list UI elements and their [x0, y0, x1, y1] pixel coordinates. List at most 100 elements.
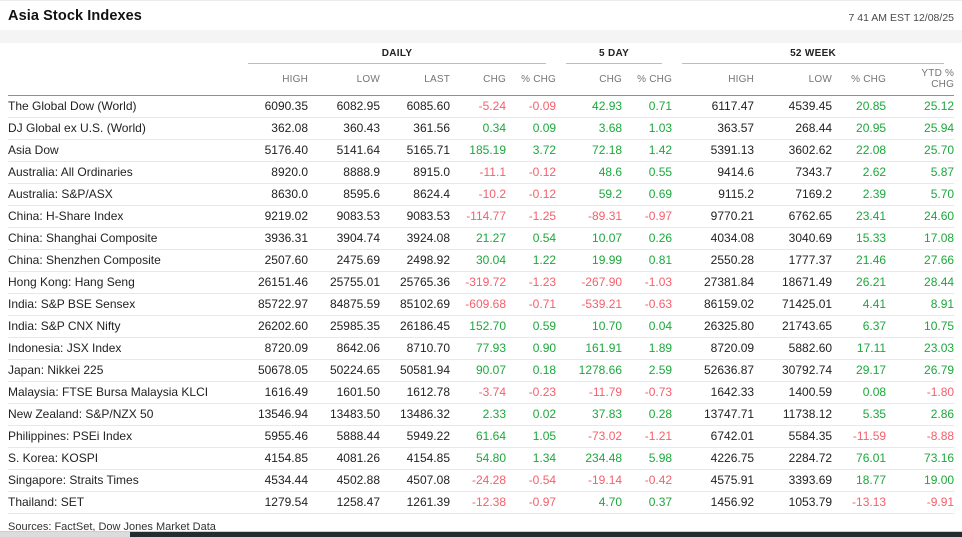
- cell-value: 21743.65: [754, 315, 833, 338]
- cell-value: 3602.62: [754, 139, 833, 162]
- cell-value: 8630.0: [238, 183, 308, 206]
- cell-value: 4081.26: [308, 447, 380, 470]
- cell-value: 8720.09: [238, 337, 308, 360]
- cell-value: 10.75: [886, 315, 955, 338]
- cell-value: 86159.02: [672, 293, 755, 316]
- cell-value: -539.21: [556, 293, 623, 316]
- cell-value: 4034.08: [672, 227, 755, 250]
- cell-value: -319.72: [450, 271, 506, 294]
- cell-value: 9770.21: [672, 205, 755, 228]
- cell-value: -10.2: [450, 183, 506, 206]
- group-spacer: [8, 45, 238, 64]
- cell-value: -0.12: [506, 161, 557, 184]
- cell-value: 1612.78: [380, 381, 450, 404]
- cell-value: 71425.01: [754, 293, 833, 316]
- cell-value: -267.90: [556, 271, 623, 294]
- cell-value: 6.37: [832, 315, 887, 338]
- cell-value: -0.71: [506, 293, 557, 316]
- cell-value: 8624.4: [380, 183, 450, 206]
- cell-value: 0.55: [622, 161, 673, 184]
- cell-value: 6762.65: [754, 205, 833, 228]
- cell-value: 2.59: [622, 359, 673, 382]
- cell-value: -0.73: [622, 381, 673, 404]
- table-row: Philippines: PSEi Index 5955.46 5888.44 594…: [8, 425, 955, 448]
- cell-value: 6742.01: [672, 425, 755, 448]
- cell-value: -0.97: [506, 491, 557, 514]
- cell-value: 9115.2: [672, 183, 755, 206]
- cell-value: -1.21: [622, 425, 673, 448]
- cell-value: 25.94: [886, 117, 955, 140]
- cell-value: -24.28: [450, 469, 506, 492]
- cell-value: 50224.65: [308, 359, 380, 382]
- cell-value: 3.68: [556, 117, 623, 140]
- cell-value: 2.86: [886, 403, 955, 426]
- column-header-daily-chg: CHG: [450, 64, 506, 96]
- cell-value: 23.03: [886, 337, 955, 360]
- cell-value: -0.63: [622, 293, 673, 316]
- table-row: S. Korea: KOSPI 4154.85 4081.26 4154.85 54.8…: [8, 447, 955, 470]
- cell-value: 90.07: [450, 359, 506, 382]
- cell-value: 2507.60: [238, 249, 308, 272]
- cell-value: 52636.87: [672, 359, 755, 382]
- index-name: Australia: S&P/ASX: [8, 183, 238, 206]
- cell-value: 8595.6: [308, 183, 380, 206]
- cell-value: 361.56: [380, 117, 450, 140]
- index-name: Malaysia: FTSE Bursa Malaysia KLCI: [8, 381, 238, 404]
- scrollbar-thumb[interactable]: [130, 532, 962, 537]
- cell-value: 27381.84: [672, 271, 755, 294]
- cell-value: 26.79: [886, 359, 955, 382]
- cell-value: 6117.47: [672, 95, 755, 118]
- cell-value: 1279.54: [238, 491, 308, 514]
- cell-value: 363.57: [672, 117, 755, 140]
- cell-value: 20.85: [832, 95, 887, 118]
- cell-value: 8920.0: [238, 161, 308, 184]
- cell-value: 20.95: [832, 117, 887, 140]
- cell-value: 21.46: [832, 249, 887, 272]
- cell-value: 1642.33: [672, 381, 755, 404]
- table-body: The Global Dow (World) 6090.35 6082.95 6085…: [8, 95, 955, 514]
- cell-value: 2.33: [450, 403, 506, 426]
- index-name: The Global Dow (World): [8, 95, 238, 118]
- cell-value: 0.34: [450, 117, 506, 140]
- cell-value: 0.54: [506, 227, 557, 250]
- horizontal-scrollbar[interactable]: [0, 531, 962, 537]
- cell-value: 8710.70: [380, 337, 450, 360]
- cell-value: 5165.71: [380, 139, 450, 162]
- cell-value: -0.42: [622, 469, 673, 492]
- cell-value: -609.68: [450, 293, 506, 316]
- index-name: Australia: All Ordinaries: [8, 161, 238, 184]
- cell-value: 84875.59: [308, 293, 380, 316]
- cell-value: 5141.64: [308, 139, 380, 162]
- cell-value: 19.99: [556, 249, 623, 272]
- header: Asia Stock Indexes 7 41 AM EST 12/08/25: [8, 1, 954, 30]
- cell-value: -0.54: [506, 469, 557, 492]
- cell-value: 6082.95: [308, 95, 380, 118]
- column-group-row: DAILY 5 DAY 52 WEEK: [8, 45, 954, 64]
- cell-value: -1.23: [506, 271, 557, 294]
- cell-value: 1258.47: [308, 491, 380, 514]
- table-row: China: H-Share Index 9219.02 9083.53 9083.5…: [8, 205, 955, 228]
- cell-value: 26325.80: [672, 315, 755, 338]
- cell-value: 3936.31: [238, 227, 308, 250]
- cell-value: 2498.92: [380, 249, 450, 272]
- cell-value: 28.44: [886, 271, 955, 294]
- cell-value: -13.13: [832, 491, 887, 514]
- cell-value: 1053.79: [754, 491, 833, 514]
- table-row: Hong Kong: Hang Seng 26151.46 25755.01 2576…: [8, 271, 955, 294]
- cell-value: 13486.32: [380, 403, 450, 426]
- cell-value: 4502.88: [308, 469, 380, 492]
- cell-value: 1.34: [506, 447, 557, 470]
- cell-value: 24.60: [886, 205, 955, 228]
- cell-value: -19.14: [556, 469, 623, 492]
- cell-value: 0.69: [622, 183, 673, 206]
- cell-value: 8.91: [886, 293, 955, 316]
- cell-value: 7169.2: [754, 183, 833, 206]
- cell-value: 0.90: [506, 337, 557, 360]
- cell-value: -89.31: [556, 205, 623, 228]
- cell-value: -5.24: [450, 95, 506, 118]
- index-name: Philippines: PSEi Index: [8, 425, 238, 448]
- cell-value: 13546.94: [238, 403, 308, 426]
- cell-value: 5955.46: [238, 425, 308, 448]
- cell-value: 5391.13: [672, 139, 755, 162]
- cell-value: 1777.37: [754, 249, 833, 272]
